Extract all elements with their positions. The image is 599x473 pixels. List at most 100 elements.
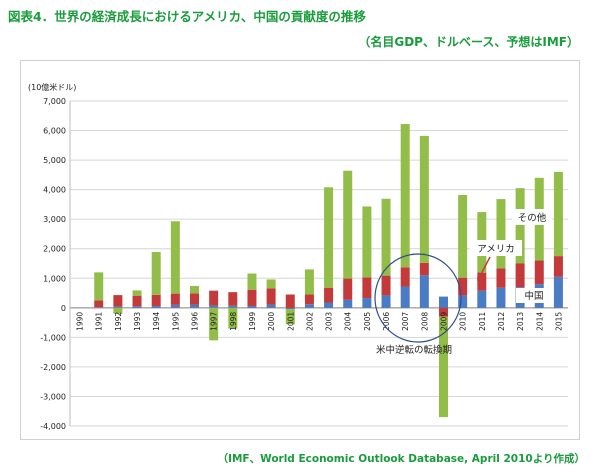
legend-label-china: 中国 — [516, 288, 552, 303]
bar-2006-0 — [381, 295, 391, 308]
x-tick-label: 2005 — [363, 312, 372, 331]
x-tick-label: 1994 — [152, 312, 161, 331]
chart-title: 図表4．世界の経済成長におけるアメリカ、中国の貢献度の推移 — [8, 9, 366, 24]
label-china-bg — [516, 288, 552, 303]
bar-2003-2 — [324, 187, 334, 288]
bar-2004-2 — [343, 170, 353, 279]
bar-1996-0 — [190, 304, 199, 308]
bar-1998-0 — [228, 305, 238, 308]
bar-2005-2 — [362, 206, 372, 278]
y-tick-label: 1,000 — [43, 274, 66, 283]
y-tick-label: 5,000 — [43, 156, 66, 165]
bar-1994-0 — [151, 306, 161, 308]
bar-1992-2 — [113, 307, 123, 314]
bar-1993-2 — [132, 290, 142, 296]
x-tick-label: 2000 — [267, 312, 276, 331]
x-tick-label: 2014 — [535, 312, 544, 331]
y-tick-label: -1,000 — [40, 333, 66, 342]
bar-1991-0 — [94, 307, 104, 308]
bar-2007-1 — [400, 267, 410, 287]
bar-2003-1 — [324, 287, 334, 303]
bar-2002-1 — [304, 294, 314, 305]
turning-point-annotation: 米中逆転の転換期 — [376, 344, 452, 356]
bars — [94, 124, 563, 418]
bar-1999-0 — [247, 306, 257, 308]
y-tick-label: 2,000 — [43, 245, 66, 254]
bar-1997-0 — [209, 305, 219, 308]
bar-2000-0 — [266, 304, 276, 308]
bar-1994-2 — [151, 251, 161, 295]
y-axis-label: (10億米ドル) — [28, 82, 76, 92]
bar-2010-0 — [458, 295, 468, 308]
x-tick-label: 2008 — [420, 312, 429, 331]
bar-1995-1 — [170, 293, 180, 305]
x-tick-label: 2010 — [459, 312, 468, 331]
bar-2000-1 — [266, 288, 276, 305]
label-other: その他 — [518, 212, 547, 224]
bar-2004-1 — [343, 278, 353, 300]
america-arrow-line — [479, 256, 491, 277]
bar-2002-0 — [304, 304, 314, 308]
label-america-bg — [470, 240, 522, 256]
chart-frame — [20, 60, 580, 440]
y-axis-ticks: 7,000 6,000 5,000 4,000 3,000 2,000 1,000 0 -1,0… — [40, 97, 66, 431]
bar-2004-0 — [343, 299, 353, 308]
x-tick-label: 2006 — [382, 312, 391, 331]
y-tick-label: 3,000 — [43, 215, 66, 224]
bar-2009-2 — [439, 316, 448, 418]
x-tick-label: 1996 — [191, 312, 200, 331]
x-tick-label: 1993 — [133, 312, 142, 331]
bar-1995-2 — [170, 221, 180, 294]
bar-1998-2 — [228, 307, 238, 329]
bar-2015-2 — [553, 171, 563, 257]
y-tick-label: -4,000 — [40, 422, 66, 431]
bar-2006-1 — [381, 275, 391, 296]
x-tick-label: 2012 — [497, 312, 506, 331]
y-tick-label: 7,000 — [43, 97, 66, 106]
grid-lines — [69, 100, 568, 427]
x-tick-label: 2004 — [344, 312, 353, 331]
x-tick-label: 2009 — [440, 312, 449, 331]
bar-2009-0 — [439, 296, 448, 308]
bar-2012-2 — [496, 199, 506, 269]
label-china: 中国 — [524, 290, 543, 302]
bar-1992-1 — [113, 295, 123, 307]
x-tick-label: 1999 — [248, 312, 257, 331]
bar-2006-2 — [381, 198, 391, 276]
y-tick-label: -2,000 — [40, 363, 66, 372]
bar-2012-1 — [496, 268, 506, 288]
legend-label-other: その他 — [512, 209, 552, 225]
x-axis-ticks: 1990 1991 1992 1993 1994 1995 1996 1997 1998 1999… — [76, 312, 564, 331]
bar-2003-0 — [324, 302, 334, 308]
x-tick-label: 2013 — [516, 312, 525, 331]
america-arrow-head — [477, 272, 484, 281]
bar-2007-2 — [400, 124, 410, 268]
x-tick-label: 1997 — [210, 312, 219, 331]
x-tick-label: 1995 — [171, 312, 180, 331]
x-tick-label: 2001 — [286, 312, 295, 331]
y-tick-label: 0 — [61, 304, 66, 313]
bar-2015-0 — [553, 276, 563, 308]
turning-point-circle — [374, 253, 462, 343]
bar-2015-1 — [553, 256, 563, 277]
bar-2005-1 — [362, 277, 372, 299]
x-tick-label: 2015 — [554, 312, 563, 331]
bar-2014-1 — [534, 260, 544, 285]
bar-2001-0 — [285, 307, 295, 310]
x-tick-label: 2002 — [305, 312, 314, 331]
x-tick-label: 2011 — [478, 312, 487, 331]
x-tick-label: 2003 — [325, 312, 334, 331]
bar-2002-2 — [304, 269, 314, 295]
bar-1999-1 — [247, 289, 257, 307]
y-tick-label: 6,000 — [43, 127, 66, 136]
bar-2001-1 — [285, 294, 295, 308]
bar-1994-1 — [151, 294, 161, 307]
bar-2001-2 — [285, 309, 295, 325]
x-tick-label: 1990 — [76, 312, 85, 331]
bar-2008-1 — [419, 262, 429, 276]
bar-2010-2 — [458, 194, 468, 278]
source-note: （IMF、World Economic Outlook Database, Ap… — [217, 453, 585, 465]
bar-1996-2 — [190, 285, 199, 294]
x-tick-label: 1991 — [95, 312, 104, 331]
